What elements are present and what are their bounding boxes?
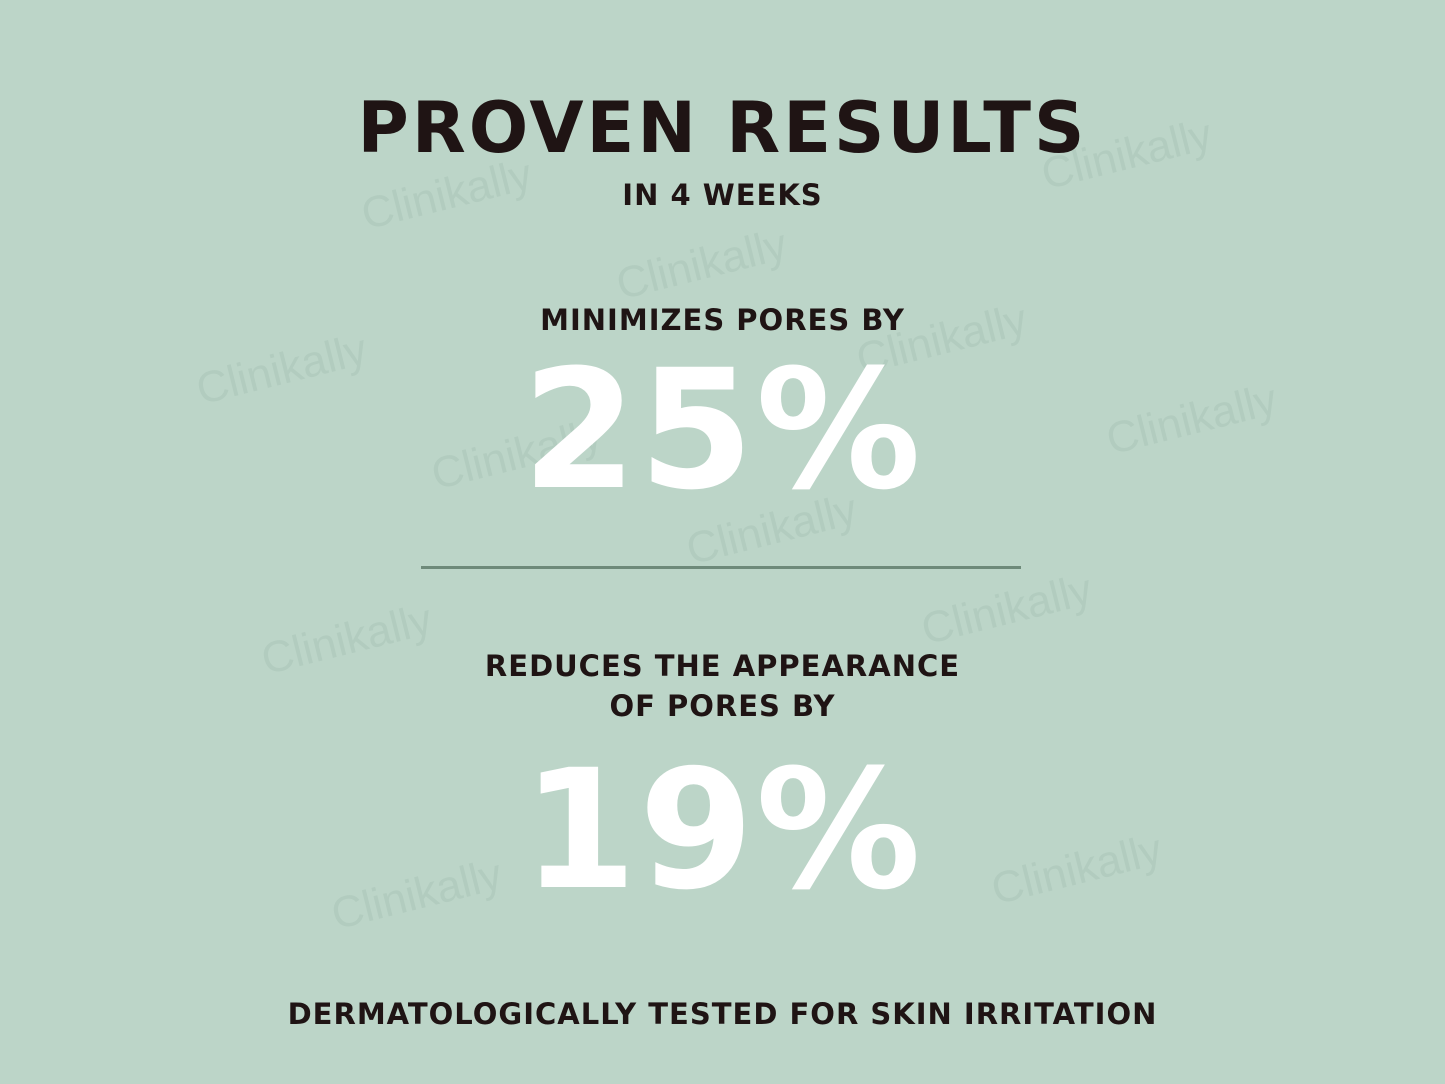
footer-note: DERMATOLOGICALLY TESTED FOR SKIN IRRITAT…	[287, 997, 1158, 1031]
divider	[421, 566, 1021, 569]
stat-label-2-line-2: OF PORES BY	[609, 689, 836, 723]
watermark: Clinikally	[916, 564, 1097, 655]
page-subtitle: IN 4 WEEKS	[622, 178, 823, 212]
stat-label-1: MINIMIZES PORES BY	[540, 303, 905, 337]
stat-label-2-line-1: REDUCES THE APPEARANCE	[484, 649, 961, 683]
watermark: Clinikally	[611, 219, 792, 310]
stat-value-1: 25%	[522, 334, 923, 526]
page-title: PROVEN RESULTS	[357, 87, 1088, 169]
stat-value-2: 19%	[522, 734, 923, 926]
